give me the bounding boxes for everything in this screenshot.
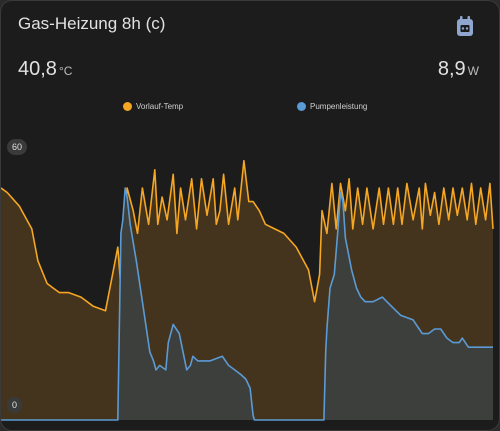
temperature-unit: °C xyxy=(58,64,73,78)
legend-item-pump[interactable]: Pumpenleistung xyxy=(297,102,367,111)
y-tick-label-bottom: 0 xyxy=(7,397,23,413)
series-area-pump xyxy=(1,188,493,420)
temperature-readout: 40,8 °C xyxy=(18,58,72,81)
legend-label-temp: Vorlauf-Temp xyxy=(136,102,184,111)
legend-item-temp[interactable]: Vorlauf-Temp xyxy=(123,102,183,111)
y-tick-label-top: 60 xyxy=(7,139,28,155)
legend-dot-pump xyxy=(297,102,306,111)
legend-dot-temp xyxy=(123,102,132,111)
legend-label-pump: Pumpenleistung xyxy=(310,102,368,111)
power-readout: 8,9 W xyxy=(438,58,479,81)
calendar-clipboard-icon[interactable] xyxy=(456,15,474,37)
temperature-value: 40,8 xyxy=(18,58,57,80)
chart-legend: Vorlauf-Temp Pumpenleistung xyxy=(1,102,499,116)
power-value: 8,9 xyxy=(437,58,466,80)
power-unit: W xyxy=(467,64,479,78)
card-title: Gas-Heizung 8h (c) xyxy=(18,14,166,33)
series-line-pump[interactable] xyxy=(1,187,493,421)
